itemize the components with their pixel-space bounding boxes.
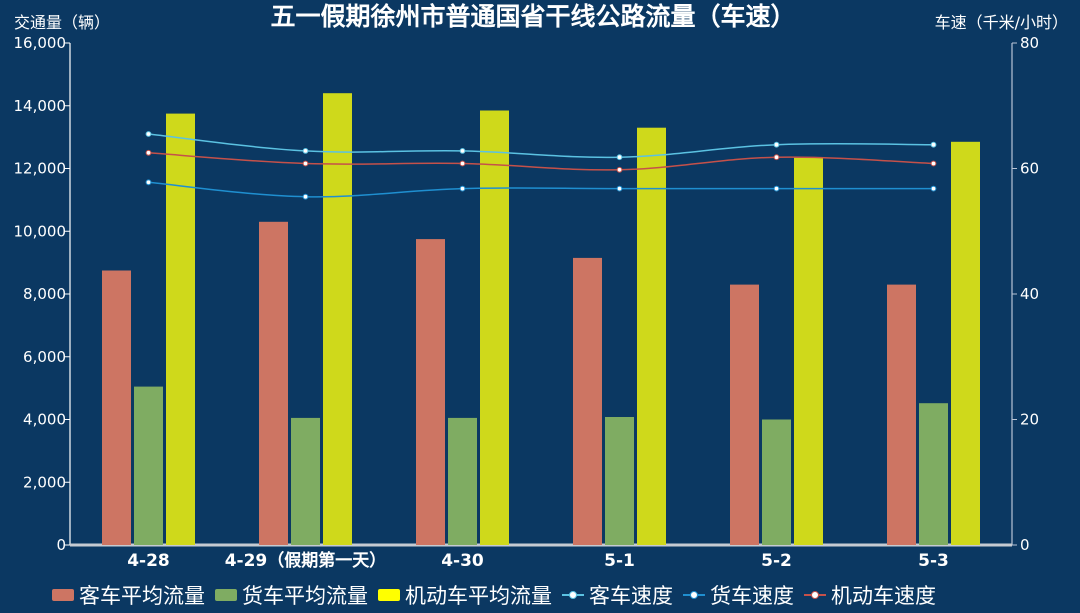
y-tick-label: 6,000: [23, 348, 66, 366]
bar: [730, 284, 759, 545]
y-tick-label: 2,000: [23, 473, 66, 491]
x-tick-label: 4-28: [127, 551, 170, 571]
y-tick-label: 4,000: [23, 411, 66, 429]
y-axis-title: 交通量（辆）: [14, 13, 110, 32]
x-tick-label: 5-1: [604, 551, 635, 571]
y2-tick-label: 40: [1020, 285, 1039, 303]
legend-label: 货车速度: [710, 584, 794, 608]
speed-point: [302, 160, 309, 167]
bar: [134, 386, 163, 545]
bar: [573, 257, 602, 545]
bar: [919, 403, 948, 545]
bar: [480, 110, 509, 545]
bars: [102, 93, 980, 546]
y2-tick-label: 0: [1020, 536, 1030, 554]
speed-point: [930, 141, 937, 148]
speed-point: [145, 149, 152, 156]
bar: [448, 417, 477, 545]
speed-point: [145, 131, 152, 137]
y2-tick-label: 20: [1020, 411, 1039, 429]
x-tick-label: 4-29（假期第一天）: [225, 550, 387, 571]
speed-point: [616, 154, 623, 161]
legend-swatch: [215, 589, 237, 601]
bar: [762, 419, 791, 545]
speed-point: [930, 185, 937, 192]
y-tick-label: 12,000: [14, 160, 67, 178]
speed-point: [302, 193, 309, 200]
chart-title: 五一假期徐州市普通国省干线公路流量（车速）: [270, 2, 795, 31]
speed-point: [459, 185, 466, 192]
legend: 客车平均流量 货车平均流量 机动车平均流量 客车速度 货车速度 机动车速度: [52, 584, 936, 608]
y2-axis-title: 车速（千米/小时）: [935, 13, 1068, 32]
y-tick-label: 14,000: [14, 97, 67, 115]
speed-point: [459, 148, 466, 154]
speed-point: [459, 160, 466, 167]
speed-lines: [145, 131, 937, 200]
speed-point: [773, 141, 780, 148]
speed-point: [930, 160, 937, 167]
legend-label: 客车速度: [589, 584, 673, 608]
bar: [166, 113, 195, 545]
y2-tick-label: 80: [1020, 34, 1039, 52]
speed-point: [773, 154, 780, 161]
y-tick-label: 10,000: [14, 222, 67, 240]
legend-label: 机动车平均流量: [405, 584, 552, 608]
bar: [416, 239, 445, 545]
speed-point: [773, 185, 780, 192]
y-tick-label: 16,000: [14, 34, 67, 52]
x-tick-label: 4-30: [441, 551, 484, 571]
speed-line: [148, 133, 934, 159]
bar: [794, 157, 823, 545]
legend-marker: [811, 591, 819, 599]
bar: [605, 417, 634, 545]
y2-tick-label: 60: [1020, 160, 1039, 178]
speed-line: [148, 152, 934, 171]
y-tick-label: 8,000: [23, 285, 66, 303]
bar: [637, 127, 666, 545]
y-tick-label: 0: [56, 536, 66, 554]
speed-point: [616, 185, 623, 192]
legend-label: 货车平均流量: [242, 584, 368, 608]
axes: 0 2,000 4,000 6,000 8,000 10,000 12,000 14,000 1…: [14, 34, 1040, 571]
bar: [887, 284, 916, 545]
bar: [291, 417, 320, 545]
bar: [951, 141, 980, 546]
legend-label: 机动车速度: [831, 584, 936, 608]
legend-label: 客车平均流量: [79, 584, 205, 608]
speed-point: [145, 179, 152, 186]
speed-line: [148, 181, 934, 198]
legend-marker: [569, 591, 577, 599]
x-tick-label: 5-2: [761, 551, 792, 571]
legend-swatch: [378, 589, 400, 601]
bar: [323, 93, 352, 545]
legend-marker: [690, 591, 698, 599]
speed-point: [616, 166, 623, 173]
x-tick-label: 5-3: [918, 551, 949, 571]
bar: [102, 270, 131, 545]
legend-swatch: [52, 589, 74, 601]
speed-point: [302, 148, 309, 154]
bar: [259, 221, 288, 546]
